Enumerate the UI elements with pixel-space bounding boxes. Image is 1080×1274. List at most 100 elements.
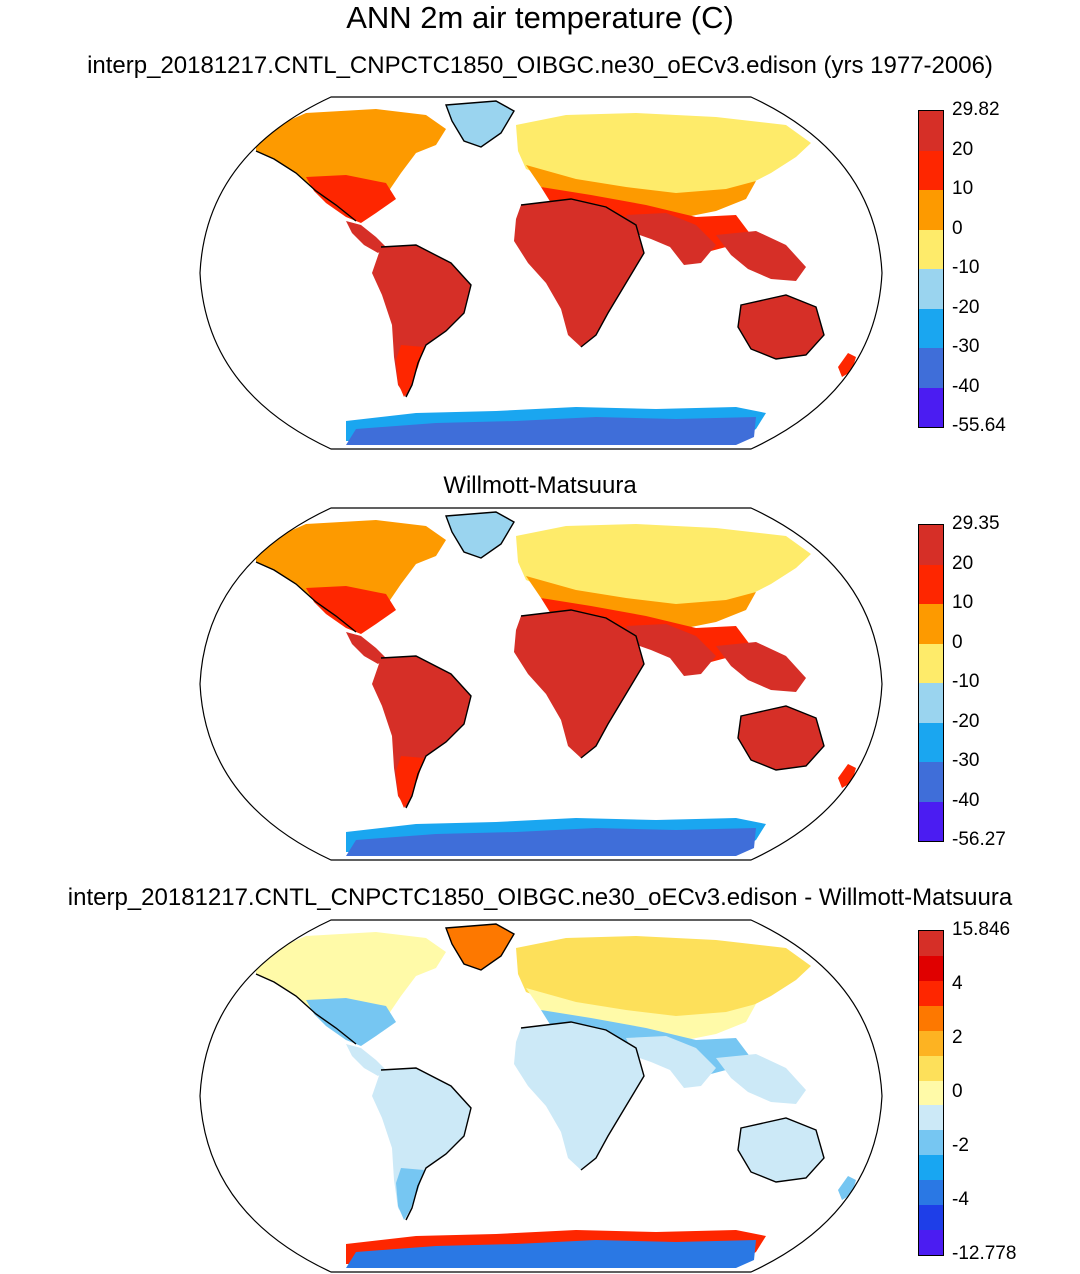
land-eurasia-mid [526,165,756,217]
colorbar-swatch [919,1230,943,1255]
colorbar-label: 4 [952,973,963,994]
panel-1-title: interp_20181217.CNTL_CNPCTC1850_OIBGC.ne… [87,52,993,79]
colorbar-swatch [919,931,943,956]
colorbar-swatch [919,604,943,644]
land-north-america-south [306,175,396,223]
coastline [380,655,472,809]
land-se-asia [716,1054,806,1104]
colorbar-swatch [919,308,943,348]
colorbar-label: -56.27 [952,829,1006,850]
coastline [445,100,515,148]
colorbar-label: -40 [952,375,980,397]
colorbar-swatch [919,762,943,802]
coastline [520,1021,645,1171]
colorbar-label: 10 [952,178,974,199]
panel-2-map [199,507,883,861]
coastline [737,705,825,771]
land-arabia-india [626,1036,716,1088]
land-australia [738,295,824,359]
land-africa [514,610,644,758]
colorbar-label: -20 [952,296,980,318]
colorbar-swatch [919,801,943,841]
colorbar-swatch [919,1155,943,1181]
colorbar-label: -10 [952,257,980,278]
colorbar-label: -2 [952,1135,969,1156]
colorbar-label: -55.64 [952,415,1006,436]
coastline [737,1117,825,1183]
colorbar-swatch [919,1180,943,1206]
land-eurasia-mid [526,576,756,628]
main-title: ANN 2m air temperature (C) [346,0,734,35]
colorbar-label: 29.82 [952,99,1000,120]
coastline [255,561,357,633]
colorbar-swatch [919,1055,943,1081]
coastline [445,923,515,971]
colorbar-label: -12.778 [952,1243,1017,1264]
colorbar-swatch [919,955,943,981]
map-border [199,507,883,861]
colorbar-swatch [919,387,943,427]
coastline [737,294,825,360]
colorbar-swatch [919,190,943,230]
panel-3-colorbar [918,930,944,1256]
colorbar-swatch [919,150,943,190]
colorbar-swatch [919,1005,943,1031]
colorbar-swatch [919,348,943,388]
colorbar-label: 0 [952,1081,963,1102]
land-antarctica [346,417,756,445]
land-antarctica [346,1240,756,1268]
land-africa [514,199,644,347]
land-australia [738,706,824,770]
colorbar-label: -40 [952,789,980,811]
land-antarctica [346,828,756,856]
colorbar-swatch [919,269,943,309]
land-arabia-india [626,213,716,265]
coastline [380,244,472,398]
land-eurasia-mid [526,988,756,1040]
land-north-america-south [306,998,396,1046]
colorbar-label: -20 [952,710,980,732]
panel-1-colorbar [918,110,944,428]
colorbar-label: -30 [952,336,980,357]
colorbar-swatch [919,1105,943,1131]
land-north-america [256,109,446,221]
panel-3-map [199,919,883,1273]
land-north-america [256,932,446,1044]
land-arabia-india [626,624,716,676]
coastline [255,973,357,1045]
panel-2-colorbar [918,524,944,842]
colorbar-label: -10 [952,671,980,692]
coastline [520,609,645,759]
colorbar-swatch [919,1080,943,1106]
land-south-america-south [396,756,424,808]
land-north-america [256,520,446,632]
colorbar-label: -4 [952,1189,969,1210]
colorbar-swatch [919,1205,943,1231]
panel-2-title: Willmott-Matsuura [443,472,637,499]
land-north-america-south [306,586,396,634]
land-central-america [346,1044,386,1076]
land-australia [738,1118,824,1182]
coastline [380,1067,472,1221]
colorbar-swatch [919,111,943,151]
panel-3-title: interp_20181217.CNTL_CNPCTC1850_OIBGC.ne… [67,884,1013,911]
land-se-asia [716,231,806,281]
colorbar-swatch [919,525,943,565]
coastline [445,511,515,559]
colorbar-swatch [919,722,943,762]
colorbar-swatch [919,683,943,723]
land-central-america [346,221,386,253]
colorbar-swatch [919,643,943,683]
colorbar-label: 0 [952,217,963,239]
land-central-america [346,632,386,664]
colorbar-swatch [919,980,943,1006]
land-south-america-south [396,1168,424,1220]
colorbar-label: -30 [952,750,980,771]
land-south-america-south [396,345,424,397]
coastline [255,150,357,222]
map-border [199,96,883,450]
colorbar-label: 10 [952,592,974,613]
colorbar-label: 20 [952,552,974,574]
colorbar-swatch [919,229,943,269]
land-se-asia [716,642,806,692]
